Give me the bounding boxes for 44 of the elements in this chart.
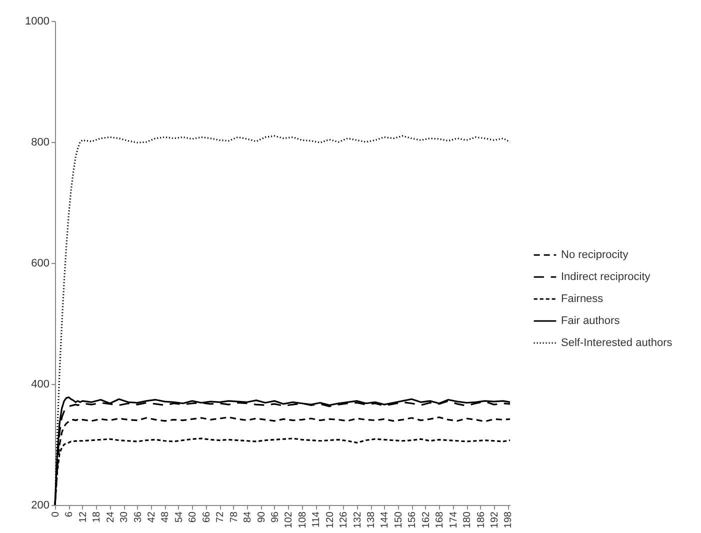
x-tick-label: 6	[64, 511, 76, 518]
x-tick-label: 192	[489, 511, 500, 528]
y-tick-label: 400	[31, 378, 50, 390]
x-tick-label: 198	[503, 511, 514, 528]
x-tick-label: 120	[324, 511, 336, 528]
x-tick-label: 36	[132, 511, 144, 523]
x-tick-label: 12	[78, 511, 89, 523]
legend-label: Fairness	[561, 293, 604, 305]
x-tick-label: 66	[201, 511, 212, 523]
x-tick-label: 108	[297, 511, 308, 528]
x-tick-label: 0	[50, 511, 62, 518]
x-tick-label: 60	[188, 511, 199, 523]
x-tick-label: 138	[366, 511, 378, 528]
x-tick-label: 114	[311, 511, 322, 528]
x-tick-label: 174	[448, 511, 460, 528]
x-tick-label: 84	[242, 511, 254, 523]
x-tick-label: 24	[105, 511, 116, 523]
x-tick-label: 72	[215, 511, 226, 523]
x-tick-label: 18	[92, 511, 103, 523]
y-tick-label: 200	[31, 500, 50, 512]
x-tick-label: 132	[352, 511, 364, 528]
x-tick-label: 90	[256, 511, 268, 523]
x-tick-label: 168	[434, 511, 446, 528]
x-tick-label: 48	[160, 511, 172, 523]
y-tick-label: 800	[31, 136, 50, 148]
x-tick-label: 42	[146, 511, 158, 523]
y-tick-label: 1000	[25, 16, 50, 28]
x-tick-label: 30	[119, 511, 130, 523]
y-tick-label: 600	[31, 258, 50, 270]
x-tick-label: 54	[174, 511, 185, 523]
x-tick-label: 162	[420, 511, 432, 528]
legend-label: Self-Interested authors	[561, 337, 673, 349]
x-tick-label: 180	[462, 511, 474, 528]
x-tick-label: 156	[407, 511, 418, 528]
x-tick-label: 78	[228, 511, 240, 523]
x-tick-label: 150	[393, 511, 404, 528]
x-tick-label: 96	[270, 511, 281, 523]
x-tick-label: 186	[476, 511, 487, 528]
legend-label: Fair authors	[561, 315, 620, 327]
legend-label: Indirect reciprocity	[561, 271, 651, 283]
x-tick-label: 102	[284, 511, 295, 528]
legend-label: No reciprocity	[561, 249, 629, 261]
x-tick-label: 144	[380, 511, 391, 528]
x-tick-label: 126	[338, 511, 350, 528]
